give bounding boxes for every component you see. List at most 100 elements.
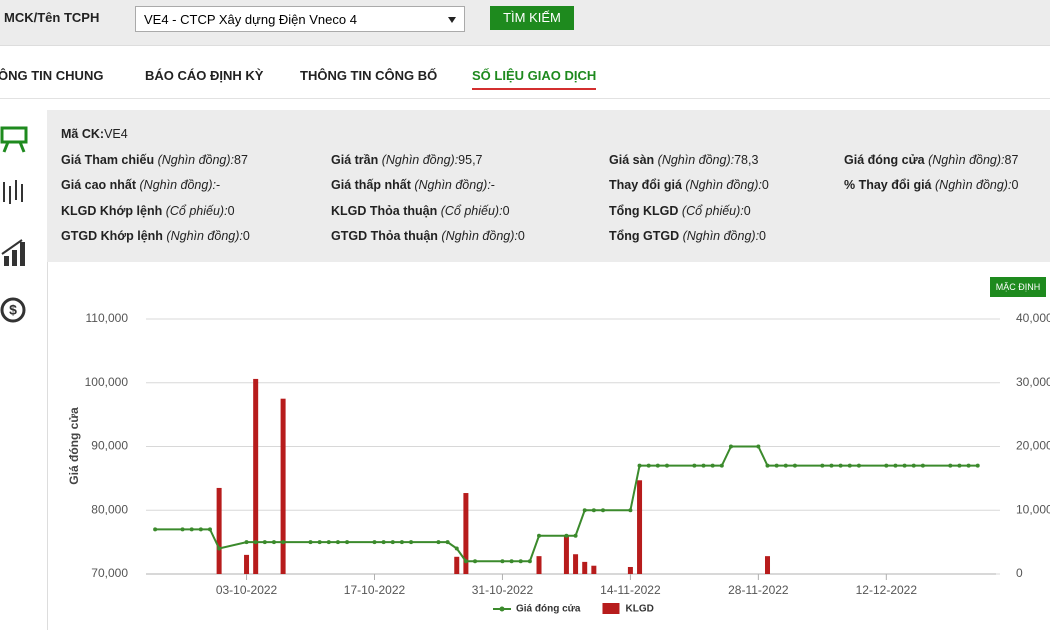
price-point xyxy=(153,527,158,532)
legend-swatch xyxy=(499,606,505,612)
info-value: 0 xyxy=(517,229,525,243)
info-value: VE4 xyxy=(104,127,128,141)
stock-select[interactable]: VE4 - CTCP Xây dựng Điện Vneco 4 xyxy=(135,6,465,32)
volume-bar xyxy=(253,378,259,574)
price-point xyxy=(966,463,971,468)
price-point xyxy=(537,533,542,538)
info-value: 0 xyxy=(743,203,751,218)
tab-active[interactable]: SỐ LIỆU GIAO DỊCH xyxy=(472,68,597,90)
price-point xyxy=(409,540,414,545)
price-point xyxy=(728,444,733,449)
y2-tick-label: 30,000 xyxy=(1016,375,1050,389)
price-point xyxy=(390,540,395,545)
info-value: - xyxy=(215,178,221,192)
tab[interactable]: ÔNG TIN CHUNG xyxy=(0,68,104,83)
info-field: Thay đổi giá (Nghìn đồng):0 xyxy=(609,178,769,192)
info-field: Giá trần (Nghìn đồng):95,7 xyxy=(331,153,483,167)
y2-tick-label: 20,000 xyxy=(1016,439,1050,453)
info-label: KLGD Khớp lệnh xyxy=(61,203,163,218)
price-point xyxy=(664,463,669,468)
dropdown-arrow xyxy=(448,17,456,23)
info-field: GTGD Khớp lệnh (Nghìn đồng):0 xyxy=(61,229,250,243)
info-field: Mã CK:VE4 xyxy=(61,127,128,141)
info-unit: (Nghìn đồng): xyxy=(441,229,518,243)
tab[interactable]: THÔNG TIN CÔNG BỐ xyxy=(300,68,438,83)
price-point xyxy=(445,540,450,545)
info-field: KLGD Thỏa thuận (Cổ phiếu):0 xyxy=(331,204,510,218)
info-value: 87 xyxy=(1004,152,1019,167)
info-field: GTGD Thỏa thuận (Nghìn đồng):0 xyxy=(331,229,525,243)
volume-bar xyxy=(765,556,771,574)
chart-panel: MẶC ĐỊNH Giá đóng cửa 70,000 80,000 90,000… xyxy=(47,262,1050,630)
info-unit: (Nghìn đồng): xyxy=(685,178,762,192)
info-unit: (Nghìn đồng): xyxy=(166,229,243,243)
price-point xyxy=(957,463,962,468)
default-button[interactable]: MẶC ĐỊNH xyxy=(990,277,1046,297)
price-point xyxy=(628,508,633,513)
price-point xyxy=(473,559,478,564)
price-point xyxy=(381,540,386,545)
icon-dollar[interactable]: $ xyxy=(0,297,26,323)
volume-bar xyxy=(244,554,250,574)
price-point xyxy=(856,463,861,468)
price-point xyxy=(948,463,953,468)
info-value: 0 xyxy=(761,178,769,192)
info-unit: (Nghìn đồng): xyxy=(414,178,491,192)
price-point xyxy=(308,540,313,545)
search-button[interactable]: TÌM KIẾM xyxy=(490,6,574,30)
search-bar: MCK/Tên TCPH VE4 - CTCP Xây dựng Điện Vn… xyxy=(0,0,1050,46)
tab[interactable]: BÁO CÁO ĐỊNH KỲ xyxy=(145,68,264,83)
info-label: Tổng KLGD xyxy=(609,203,679,218)
price-point xyxy=(774,463,779,468)
volume-bar xyxy=(463,493,469,574)
price-point xyxy=(591,508,596,513)
price-point xyxy=(509,559,514,564)
y-tick-label: 70,000 xyxy=(91,566,128,580)
y-tick-label: 90,000 xyxy=(91,439,128,453)
info-unit: (Nghìn đồng): xyxy=(928,152,1005,167)
price-point xyxy=(719,463,724,468)
info-unit: (Nghìn đồng): xyxy=(381,152,459,167)
price-point xyxy=(847,463,852,468)
price-point xyxy=(829,463,834,468)
price-point xyxy=(902,463,907,468)
volume-bar xyxy=(536,556,542,574)
info-value: 95,7 xyxy=(458,152,483,167)
price-point xyxy=(701,463,706,468)
volume-bar xyxy=(563,536,569,574)
info-value: 0 xyxy=(242,229,250,243)
info-value: - xyxy=(490,178,495,192)
chart: Giá đóng cửa 70,000 80,000 90,000 100,000 11… xyxy=(67,311,1050,615)
info-label: GTGD Khớp lệnh xyxy=(61,229,163,243)
legend-swatch xyxy=(602,603,620,614)
price-point xyxy=(920,463,925,468)
price-point xyxy=(335,540,340,545)
info-value: 0 xyxy=(227,203,235,218)
price-point xyxy=(783,463,788,468)
price-point xyxy=(838,463,843,468)
price-point xyxy=(244,540,249,545)
search-label: MCK/Tên TCPH xyxy=(4,10,100,25)
icon-board[interactable] xyxy=(0,126,28,153)
info-unit: (Nghìn đồng): xyxy=(657,152,735,167)
price-point xyxy=(792,463,797,468)
price-point xyxy=(692,463,697,468)
price-point xyxy=(646,463,651,468)
price-point xyxy=(207,527,212,532)
info-value: 0 xyxy=(759,229,766,243)
volume-bar xyxy=(573,554,579,574)
x-tick-label: 31-10-2022 xyxy=(472,583,534,597)
info-label: Giá cao nhất xyxy=(61,178,137,192)
x-tick-label: 14-11-2022 xyxy=(600,583,661,597)
x-tick-label: 28-11-2022 xyxy=(728,583,789,597)
icon-bars[interactable] xyxy=(1,239,25,266)
info-label: Giá đóng cửa xyxy=(844,152,925,167)
icon-candles[interactable] xyxy=(3,180,23,204)
price-point xyxy=(573,533,578,538)
y-tick-label: 100,000 xyxy=(85,375,129,389)
info-label: Thay đổi giá xyxy=(609,178,682,192)
info-unit: (Cổ phiếu): xyxy=(440,203,503,218)
legend-label: Giá đóng cửa xyxy=(516,604,581,615)
price-point xyxy=(454,546,459,551)
info-value: 0 xyxy=(1011,178,1019,192)
